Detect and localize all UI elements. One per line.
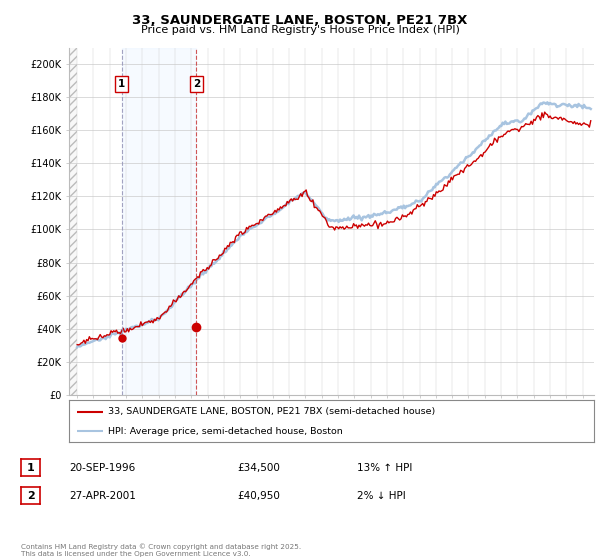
Text: Price paid vs. HM Land Registry's House Price Index (HPI): Price paid vs. HM Land Registry's House … [140, 25, 460, 35]
Text: £34,500: £34,500 [237, 463, 280, 473]
Text: 27-APR-2001: 27-APR-2001 [69, 491, 136, 501]
Text: HPI: Average price, semi-detached house, Boston: HPI: Average price, semi-detached house,… [109, 427, 343, 436]
Bar [69, 48, 77, 395]
Text: 2: 2 [193, 79, 200, 89]
Bar [121, 48, 196, 395]
Text: 33, SAUNDERGATE LANE, BOSTON, PE21 7BX: 33, SAUNDERGATE LANE, BOSTON, PE21 7BX [133, 14, 467, 27]
Text: 2% ↓ HPI: 2% ↓ HPI [357, 491, 406, 501]
Text: Contains HM Land Registry data © Crown copyright and database right 2025.
This d: Contains HM Land Registry data © Crown c… [21, 544, 301, 557]
Text: 33, SAUNDERGATE LANE, BOSTON, PE21 7BX (semi-detached house): 33, SAUNDERGATE LANE, BOSTON, PE21 7BX (… [109, 407, 436, 416]
Text: 20-SEP-1996: 20-SEP-1996 [69, 463, 135, 473]
Text: £40,950: £40,950 [237, 491, 280, 501]
Text: 2: 2 [27, 491, 34, 501]
Text: 1: 1 [118, 79, 125, 89]
Text: 13% ↑ HPI: 13% ↑ HPI [357, 463, 412, 473]
Text: 1: 1 [27, 463, 34, 473]
